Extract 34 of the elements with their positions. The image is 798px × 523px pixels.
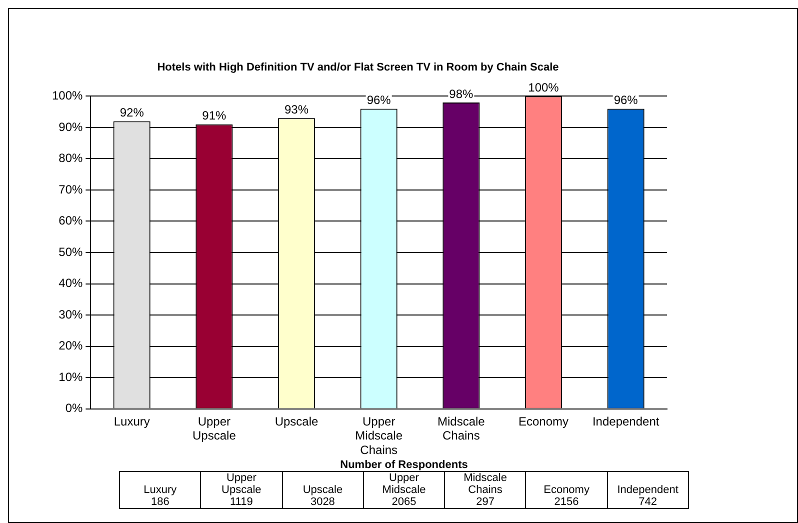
text: Upscale 3028 [282,472,364,508]
data-label: 91% [202,108,227,123]
data-label: 92% [120,106,144,120]
x-tick-label: Luxury [114,414,150,428]
x-tick-label: Midscale Chains [437,414,486,443]
y-tick-label: 100% [52,88,84,103]
y-tick-label: 0% [65,401,84,416]
chart-title: Hotels with High Definition TV and/or Flat Screen TV in Room by Chain Scale [157,62,559,74]
y-tick-label: 20% [58,338,84,353]
y-tick-label: 90% [58,120,84,134]
text: Independent 742 [607,472,688,508]
y-tick-label: 40% [58,276,84,290]
text: Economy 2156 [526,472,608,508]
y-tick-label: 30% [58,307,84,322]
text: Upper Midscale 2065 [363,472,445,508]
data-label: 96% [366,93,392,108]
x-tick-label: Independent [592,414,660,428]
y-tick-label: 50% [58,244,84,259]
text: Midscale Chains 297 [444,472,526,508]
y-tick-label: 10% [58,370,84,384]
x-tick-label: Upper Upscale [192,414,236,443]
data-label: 96% [614,93,638,108]
text: Upper Upscale 1119 [200,472,282,508]
text: Number of Respondents [339,459,469,471]
x-tick-label: Economy [518,414,569,428]
x-tick-label: Upscale [274,414,319,428]
data-label: 100% [528,80,560,95]
text: Luxury 186 [120,472,201,508]
x-tick-label: Upper Midscale Chains [355,414,403,458]
y-tick-label: 80% [58,151,84,166]
y-tick-label: 70% [58,182,84,196]
y-tick-label: 60% [58,214,84,228]
data-label: 98% [449,86,474,101]
data-label: 93% [284,102,309,116]
